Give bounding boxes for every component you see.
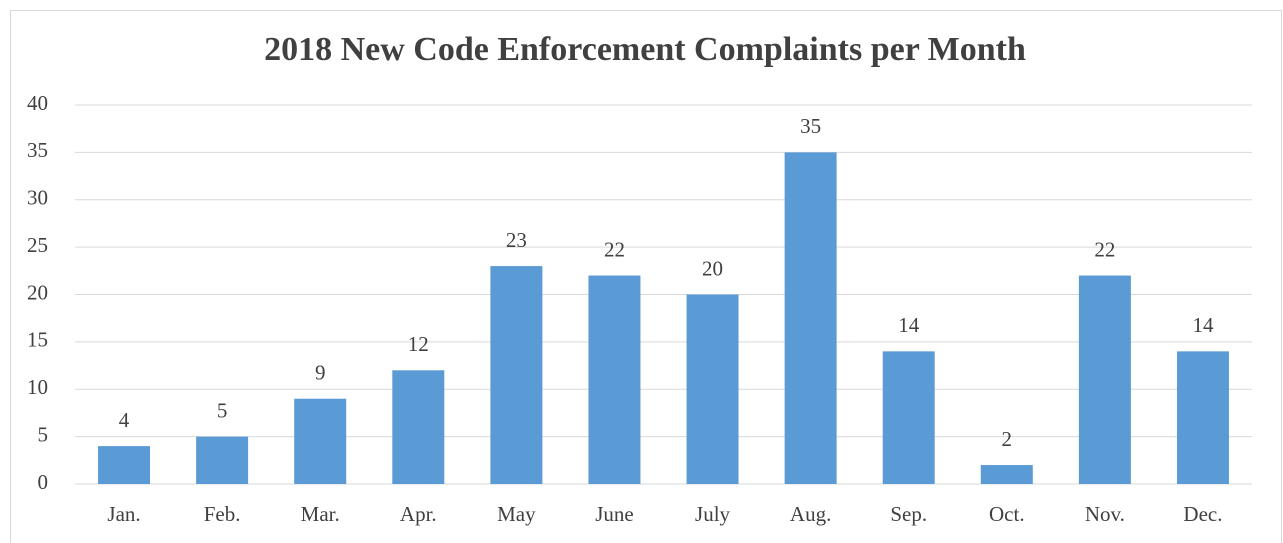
y-tick-label: 20: [27, 280, 48, 304]
bar: [1078, 275, 1131, 484]
x-tick-label: Jan.: [107, 502, 140, 526]
bar: [588, 275, 641, 484]
data-label: 2: [1002, 427, 1013, 451]
data-label: 9: [315, 361, 326, 385]
x-tick-label: May: [497, 502, 536, 526]
bar: [1176, 351, 1229, 484]
x-tick-label: Oct.: [989, 502, 1025, 526]
data-label: 22: [604, 237, 625, 261]
data-label: 14: [1192, 313, 1214, 337]
x-tick-label: Apr.: [400, 502, 437, 526]
data-label: 35: [800, 114, 821, 138]
y-tick-label: 0: [38, 470, 49, 494]
data-label: 12: [408, 332, 429, 356]
bar: [98, 446, 151, 484]
x-tick-label: Dec.: [1183, 502, 1222, 526]
data-label: 22: [1094, 237, 1115, 261]
y-tick-label: 5: [38, 422, 49, 446]
x-tick-label: July: [695, 502, 731, 526]
bar: [784, 152, 837, 484]
x-tick-label: Nov.: [1085, 502, 1125, 526]
x-tick-label: June: [595, 502, 634, 526]
data-label: 14: [898, 313, 920, 337]
x-tick-label: Sep.: [890, 502, 927, 526]
chart-title: 2018 New Code Enforcement Complaints per…: [264, 31, 1026, 68]
x-tick-label: Aug.: [790, 502, 831, 526]
y-tick-label: 10: [27, 375, 48, 399]
bar: [882, 351, 935, 484]
data-label: 4: [119, 408, 130, 432]
bar: [392, 370, 445, 484]
y-tick-label: 15: [27, 328, 48, 352]
data-label: 23: [506, 228, 527, 252]
y-tick-label: 30: [27, 186, 48, 210]
x-tick-label: Mar.: [301, 502, 340, 526]
y-tick-label: 25: [27, 233, 48, 257]
bar: [980, 465, 1033, 484]
data-label: 20: [702, 256, 723, 280]
x-tick-label: Feb.: [204, 502, 241, 526]
y-tick-label: 35: [27, 138, 48, 162]
bar: [196, 436, 249, 484]
bar: [294, 398, 347, 484]
y-tick-label: 40: [27, 91, 48, 115]
bar: [686, 294, 739, 484]
bar: [490, 266, 543, 484]
data-label: 5: [217, 398, 228, 422]
